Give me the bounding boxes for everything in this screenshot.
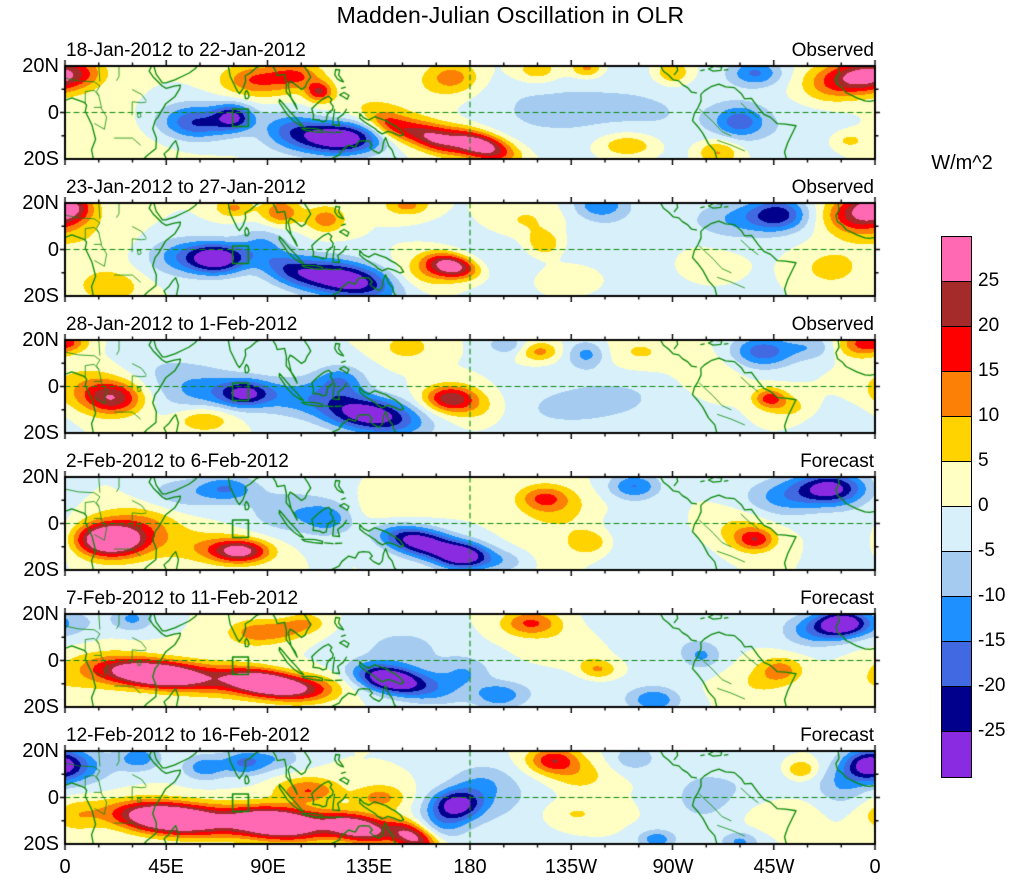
map-panel-2: 23-Jan-2012 to 27-Jan-2012 Observed 20N … (22, 177, 881, 307)
colorbar-cell (942, 282, 971, 327)
colorbar-cell (942, 462, 971, 507)
map-panel-4: 2-Feb-2012 to 6-Feb-2012 Forecast 20N 0 … (22, 451, 881, 581)
panel-type-label: Forecast (800, 451, 874, 472)
map-panel-6: 12-Feb-2012 to 16-Feb-2012 Forecast 20N … (22, 725, 881, 855)
y-tick-label: 0 (47, 102, 59, 124)
y-tick-label: 20S (23, 148, 59, 170)
y-tick-label: 0 (47, 239, 59, 261)
x-tick-label: 180 (453, 856, 487, 878)
colorbar-tick-label: -5 (978, 540, 995, 561)
panel-type-label: Forecast (800, 725, 874, 746)
colorbar (941, 236, 972, 778)
figure-title: Madden-Julian Oscillation in OLR (336, 2, 685, 28)
map-canvas-6 (59, 745, 881, 850)
map-panel-3: 28-Jan-2012 to 1-Feb-2012 Observed 20N 0… (22, 314, 881, 444)
colorbar-cell (942, 507, 971, 552)
y-tick-label: 20N (22, 466, 59, 488)
colorbar-tick-label: 25 (978, 270, 1000, 291)
x-tick-label: 90E (250, 856, 286, 878)
colorbar-tick-label: -10 (978, 585, 1006, 606)
panel-period: 12-Feb-2012 to 16-Feb-2012 (66, 725, 310, 746)
colorbar-tick-label: 20 (978, 315, 1000, 336)
colorbar-tick-label: 0 (978, 495, 989, 516)
colorbar-tick-label: -20 (978, 675, 1006, 696)
colorbar-cell (942, 597, 971, 642)
colorbar-cell (942, 552, 971, 597)
x-tick-label: 90W (652, 856, 694, 878)
map-canvas-5 (59, 608, 881, 713)
y-tick-label: 20S (23, 833, 59, 855)
colorbar-cell (942, 417, 971, 462)
map-canvas-3 (59, 334, 881, 439)
x-tick-label: 0 (59, 856, 71, 878)
y-tick-label: 20N (22, 740, 59, 762)
y-tick-label: 20N (22, 192, 59, 214)
y-tick-label: 20S (23, 422, 59, 444)
map-canvas-1 (59, 60, 881, 165)
colorbar-cell (942, 327, 971, 372)
colorbar-units-label: W/m^2 (931, 152, 993, 174)
colorbar-tick-label: 10 (978, 405, 1000, 426)
y-tick-label: 20N (22, 55, 59, 77)
x-tick-label: 135W (544, 856, 598, 878)
y-tick-label: 20N (22, 603, 59, 625)
colorbar-tick-label: 5 (978, 450, 989, 471)
colorbar-cell (942, 372, 971, 417)
x-tick-label: 45E (148, 856, 184, 878)
panel-period: 18-Jan-2012 to 22-Jan-2012 (66, 40, 306, 61)
panel-type-label: Observed (791, 314, 874, 335)
map-panel-1: 18-Jan-2012 to 22-Jan-2012 Observed 20N … (22, 40, 881, 170)
colorbar-cell (942, 642, 971, 687)
y-tick-label: 0 (47, 376, 59, 398)
colorbar-tick-label: -25 (978, 720, 1006, 741)
y-tick-label: 0 (47, 650, 59, 672)
panel-type-label: Observed (791, 177, 874, 198)
y-tick-label: 0 (47, 513, 59, 535)
x-tick-label: 0 (869, 856, 881, 878)
map-panel-5: 7-Feb-2012 to 11-Feb-2012 Forecast 20N 0… (22, 588, 881, 718)
colorbar-cell (942, 687, 971, 732)
y-tick-label: 20S (23, 285, 59, 307)
panel-period: 28-Jan-2012 to 1-Feb-2012 (66, 314, 298, 335)
y-tick-label: 0 (47, 787, 59, 809)
panel-period: 23-Jan-2012 to 27-Jan-2012 (66, 177, 306, 198)
y-tick-label: 20S (23, 696, 59, 718)
x-tick-label: 135E (345, 856, 393, 878)
map-canvas-4 (59, 471, 881, 576)
panel-period: 2-Feb-2012 to 6-Feb-2012 (66, 451, 289, 472)
panel-period: 7-Feb-2012 to 11-Feb-2012 (66, 588, 299, 609)
colorbar-cell (942, 732, 971, 777)
colorbar-cell (942, 237, 971, 282)
x-tick-label: 45W (753, 856, 795, 878)
map-canvas-2 (59, 197, 881, 302)
colorbar-tick-label: -15 (978, 630, 1006, 651)
y-tick-label: 20N (22, 329, 59, 351)
panel-type-label: Forecast (800, 588, 874, 609)
y-tick-label: 20S (23, 559, 59, 581)
colorbar-tick-label: 15 (978, 360, 1000, 381)
panel-type-label: Observed (791, 40, 874, 61)
